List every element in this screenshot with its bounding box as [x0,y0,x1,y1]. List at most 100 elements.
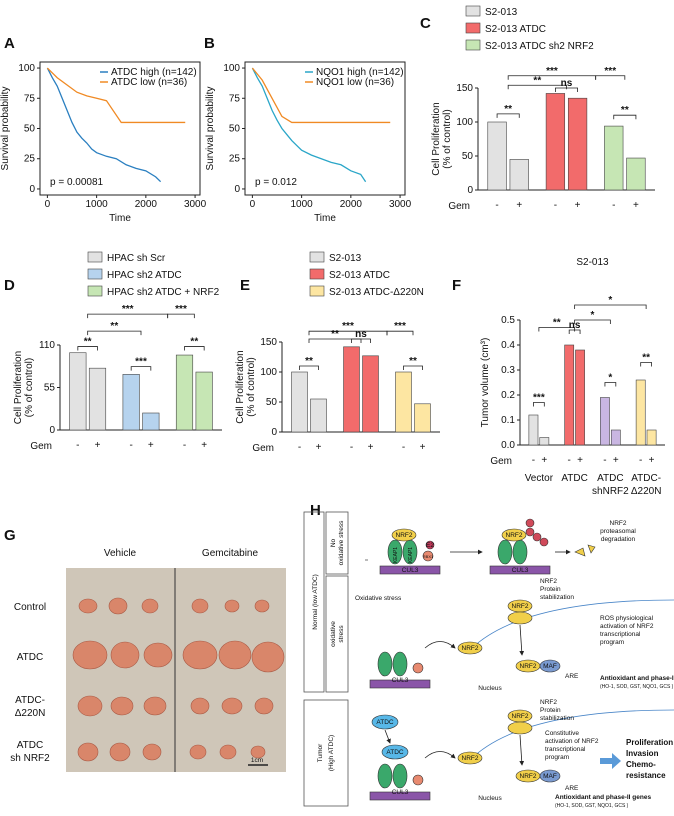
x-tick-label: + [541,455,547,466]
note: Antioxidant and phase-II genes [555,794,651,801]
bar [142,412,160,431]
protein: CUL3 [402,567,419,574]
x-tick-label: 1000 [290,199,313,210]
y-axis-label: Cell Proliferation [13,351,24,424]
group-label: Vector [525,473,554,484]
significance-bracket [574,304,647,309]
bar [69,352,87,431]
outcome: Proliferation [626,738,673,747]
diagram-frame [303,511,674,807]
significance-bracket [496,113,520,118]
y-tick-label: 0 [29,184,35,195]
significance-label: *** [546,66,558,77]
note: ROS physiological [600,615,654,622]
x-axis-label: Gem [30,441,52,452]
x-tick-label: - [612,200,615,211]
bar [343,346,360,433]
survival-curve [251,67,391,124]
significance-label: ** [110,321,118,332]
y-tick-label: 110 [39,340,55,351]
row-label: Control [14,602,46,613]
significance-label: ** [642,353,650,364]
x-axis-label: Gem [448,201,470,212]
note: ARE [565,673,579,680]
significance-bracket [299,365,319,370]
bar [635,379,646,446]
x-tick-label: 2000 [340,199,363,210]
y-tick-label: 0 [467,185,473,196]
diagram-shapes [369,518,621,801]
significance-label: ** [621,105,629,116]
panel-label: E [240,277,250,294]
y-tick-label: 55 [44,383,56,394]
x-tick-label: - [568,455,571,466]
x-tick-label: - [639,455,642,466]
protein: NRF2 [520,773,537,780]
significance-bracket [640,362,652,367]
protein: ATDC [386,749,404,756]
y-tick-label: 50 [462,151,474,162]
bar [195,371,213,431]
outcome: Invasion [626,749,659,758]
bar [564,344,575,446]
note: Oxidative stress [355,595,402,602]
x-axis-label: Gem [252,443,274,454]
significance-bracket [184,346,205,351]
significance-label: *** [394,321,406,332]
legend-label: S2-013 ATDC sh2 NRF2 [485,41,594,52]
significance-label: ns [569,320,581,331]
bar [539,437,550,446]
column-label: Gemcitabine [202,548,259,559]
bar [122,374,140,431]
significance-label: *** [135,357,147,368]
annotation: p = 0.00081 [50,177,104,188]
group-label: Δ220N [631,486,662,497]
significance-bracket [386,330,414,336]
protein: E2 [426,542,434,549]
significance-bracket [308,338,362,343]
x-tick-label: - [129,440,132,451]
y-tick-label: 50 [266,397,278,408]
protein: NRF2 [520,663,537,670]
row-label: Tumor [317,743,324,762]
diagram-labels: Normal (low ATDC) No oxidative stress ox… [312,520,674,809]
scale-label: 1cm [251,757,263,764]
chart-title: S2-013 [576,257,609,268]
note: NRF2 [610,520,627,527]
bar [509,159,529,191]
bar [567,97,588,191]
y-tick-label: 50 [24,124,36,135]
significance-label: * [591,310,595,321]
outcome: resistance [626,771,666,780]
bar [575,349,585,446]
significance-bracket [568,329,581,334]
x-tick-label: - [554,200,557,211]
note: (HO-1, SOD, GST, NQO1, GCS ) [555,803,629,809]
note: Protein [540,586,561,593]
significance-label: ** [305,356,313,367]
tumor-photo [66,568,286,772]
protein: NRF2 [462,755,479,762]
row-label: ATDC [17,740,43,751]
legend-swatch [87,285,103,297]
note: stabilization [540,715,574,722]
row-label: ATDC- [15,695,45,706]
bar [600,397,610,446]
panel-label: G [4,527,16,544]
significance-bracket [538,327,576,332]
bar [626,157,646,191]
protein: KEAP1 [393,547,399,563]
y-axis-label: Cell Proliferation [431,102,442,175]
survival-curve [46,67,162,183]
significance-label: ** [553,318,561,329]
protein: NRF2 [462,645,479,652]
panel-label: A [4,35,15,52]
y-tick-label: 0.5 [501,315,515,326]
significance-bracket [77,346,98,351]
bar [528,414,539,446]
legend-swatch [309,285,325,297]
bar [175,354,194,431]
x-tick-label: - [495,200,498,211]
significance-label: ** [190,337,198,348]
legend-swatch [465,5,481,17]
